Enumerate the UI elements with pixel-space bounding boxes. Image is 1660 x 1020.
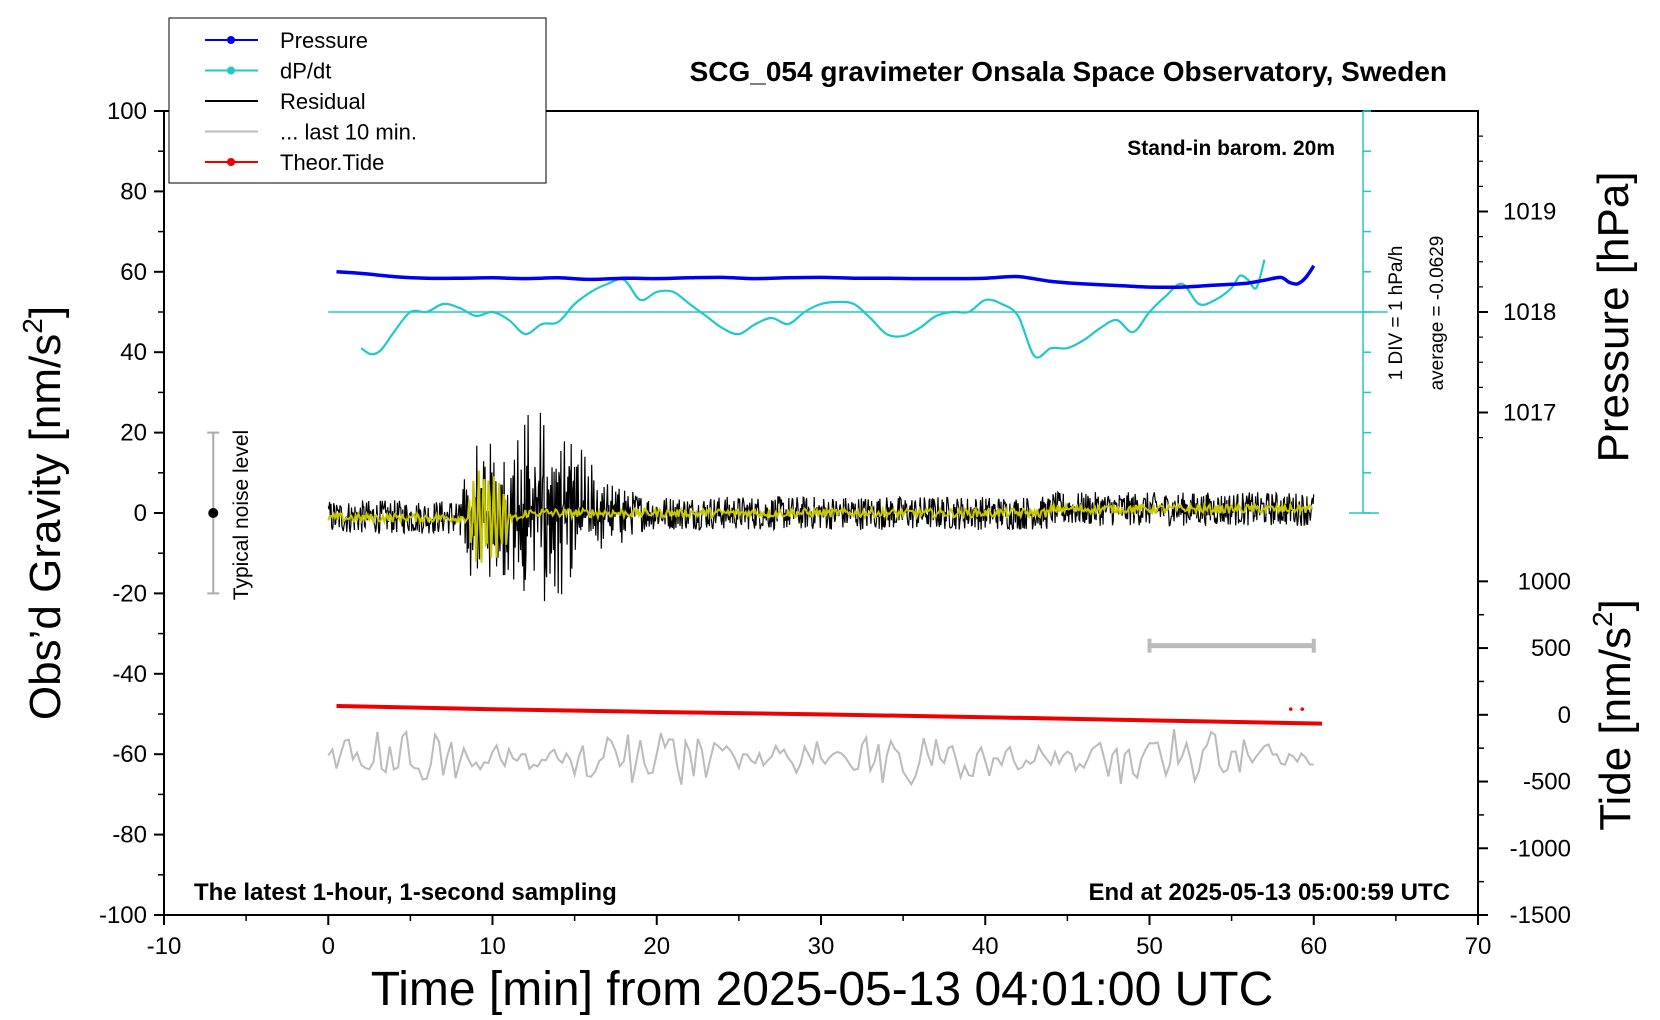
y-axis-label-sup: 2 xyxy=(17,318,48,334)
x-tick-label: -10 xyxy=(147,933,182,960)
tide-axis-label-close: ] xyxy=(1591,599,1640,611)
pressure-tick-label: 1017 xyxy=(1503,400,1556,427)
pressure-axis-label: Pressure [hPa] xyxy=(1589,171,1638,462)
dpdt-line xyxy=(360,259,1266,359)
y-axis-label-main: Obs’d Gravity [nm/s xyxy=(21,334,70,720)
axis-ticks: -10 0 10 20 30 40 50 60 70100806040200-20-40-60-… xyxy=(99,98,1571,960)
y-axis-label: Obs’d Gravity [nm/s2] xyxy=(17,306,70,720)
pressure-line xyxy=(336,264,1316,290)
legend-marker xyxy=(227,36,235,44)
last-10-min-line xyxy=(327,729,1314,787)
dpdt-series xyxy=(360,259,1266,359)
tide-tick-label: -1000 xyxy=(1510,835,1571,862)
x-tick-label: 20 xyxy=(643,933,670,960)
y-tick-label: -100 xyxy=(99,902,147,929)
average-label: average = -0.0629 xyxy=(1427,236,1448,391)
tide-line xyxy=(336,704,1323,726)
pressure-tick-label: 1019 xyxy=(1503,199,1556,226)
tide-axis-label: Tide [nm/s2] xyxy=(1587,599,1640,831)
residual-smoothed-series xyxy=(327,470,1314,563)
chart-title: SCG_054 gravimeter Onsala Space Observat… xyxy=(690,56,1447,87)
legend: Pressure dP/dt Residual ... last 10 min. The… xyxy=(205,28,417,175)
y-axis-label-close: ] xyxy=(21,306,70,318)
legend-label: ... last 10 min. xyxy=(280,120,417,145)
last-10-min-series xyxy=(327,729,1314,787)
tide-point xyxy=(1288,707,1293,711)
x-axis-label: Time [min] from 2025-05-13 04:01:00 UTC xyxy=(371,963,1274,1016)
y-tick-label: -40 xyxy=(112,661,147,688)
legend-marker xyxy=(227,66,235,75)
y-tick-label: -20 xyxy=(112,580,147,607)
pressure-series xyxy=(336,264,1316,290)
x-tick-label: 70 xyxy=(1465,933,1492,960)
barometer-note: Stand-in barom. 20m xyxy=(1127,137,1335,160)
tide-tick-label: 1000 xyxy=(1518,568,1571,595)
y-tick-label: 60 xyxy=(120,259,147,286)
tide-axis-label-sup: 2 xyxy=(1587,611,1618,627)
theor-tide-series xyxy=(336,704,1323,726)
x-tick-label: 60 xyxy=(1300,933,1327,960)
chart-extras xyxy=(207,110,1388,653)
pressure-tick-label: 1018 xyxy=(1503,299,1556,326)
x-tick-label: 30 xyxy=(808,933,835,960)
x-tick-label: 10 xyxy=(479,933,506,960)
y-tick-label: 40 xyxy=(120,339,147,366)
noise-bar-center xyxy=(208,508,219,518)
tide-tick-label: -500 xyxy=(1523,769,1571,796)
residual-series xyxy=(327,412,1315,602)
legend-label: Pressure xyxy=(280,28,368,53)
tide-axis-label-main: Tide [nm/s xyxy=(1591,627,1640,831)
x-tick-label: 40 xyxy=(972,933,999,960)
legend-marker xyxy=(227,158,235,166)
legend-label: Theor.Tide xyxy=(280,150,384,175)
legend-label: Residual xyxy=(280,89,366,114)
residual-smoothed-line xyxy=(327,470,1314,563)
tide-tick-label: 500 xyxy=(1531,635,1571,662)
tide-point xyxy=(1300,707,1305,711)
noise-level-label: Typical noise level xyxy=(230,430,253,600)
y-tick-label: 100 xyxy=(107,98,147,125)
x-tick-label: 0 xyxy=(322,933,335,960)
y-tick-label: -80 xyxy=(112,822,147,849)
end-time-note: End at 2025-05-13 05:00:59 UTC xyxy=(1089,879,1451,906)
tide-tick-label: -1500 xyxy=(1510,902,1571,929)
y-tick-label: -60 xyxy=(112,741,147,768)
x-tick-label: 50 xyxy=(1136,933,1163,960)
residual-line xyxy=(327,412,1315,602)
y-tick-label: 0 xyxy=(134,500,147,527)
legend-label: dP/dt xyxy=(280,59,331,84)
sampling-note: The latest 1-hour, 1-second sampling xyxy=(194,879,617,906)
tide-tick-label: 0 xyxy=(1558,702,1571,729)
y-tick-label: 80 xyxy=(120,178,147,205)
div-label: 1 DIV = 1 hPa/h xyxy=(1386,246,1407,381)
y-tick-label: 20 xyxy=(120,420,147,447)
